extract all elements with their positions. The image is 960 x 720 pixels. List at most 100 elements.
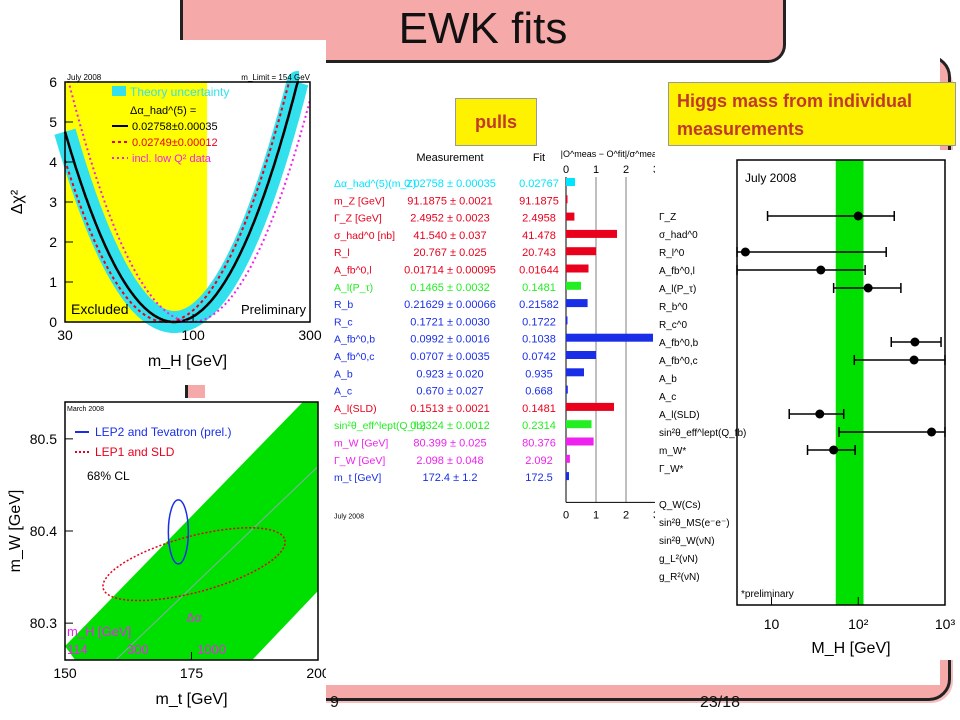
legend-entry: LEP1 and SLD [95, 445, 175, 459]
y-axis-label: m_W [GeV] [7, 490, 24, 573]
band-tick: 114 [67, 642, 88, 657]
header-pull: |O^meas − O^fit|/σ^meas [561, 149, 662, 159]
pulls-callout: pulls [455, 98, 537, 146]
pull-bar [566, 420, 592, 429]
row-measurement: 0.1513 ± 0.0021 [410, 403, 489, 415]
row-measurement: 0.01714 ± 0.00095 [404, 265, 496, 277]
ellipse-lep2-tevatron [167, 499, 190, 565]
row-label: σ_had^0 [659, 230, 698, 241]
x-tick-label: 150 [53, 665, 77, 681]
x-axis-label: m_t [GeV] [155, 691, 227, 708]
row-name: m_W [GeV] [334, 438, 388, 450]
band-label: m_H [GeV] [67, 624, 131, 639]
pull-bar [566, 247, 596, 256]
row-label: A_c [659, 392, 676, 403]
y-axis-label: Δχ² [9, 189, 26, 214]
row-fit: 0.21582 [519, 299, 559, 311]
fit-curve-low-error [64, 81, 291, 323]
y-tick-label: 1 [49, 274, 57, 290]
y-tick-label: 80.4 [30, 523, 57, 539]
row-fit: 0.2314 [522, 420, 556, 432]
data-point [863, 283, 873, 293]
row-label: Γ_Z [659, 212, 676, 223]
row-fit: 0.1481 [522, 282, 556, 294]
y-tick-label: 4 [49, 154, 57, 170]
row-measurement: 91.1875 ± 0.0021 [407, 195, 493, 207]
higgs-mass-chart: July 2008 Γ_Z σ_had^0 R_l^0 A_fb^0,l A_l(P_τ)… [655, 150, 955, 660]
row-label: g_L²(νN) [659, 554, 698, 565]
ellipse-lep1-sld [102, 527, 286, 602]
row-name: A_fb^0,b [334, 334, 375, 346]
row-fit: 2.092 [525, 455, 553, 467]
pull-bar [566, 212, 575, 221]
row-name: A_c [334, 386, 352, 398]
row-name: R_b [334, 299, 353, 311]
data-point [816, 265, 826, 275]
row-fit: 41.478 [522, 230, 556, 242]
data-point [740, 247, 750, 257]
row-fit: 20.743 [522, 247, 556, 259]
row-fit: 0.668 [525, 386, 553, 398]
row-measurement: 0.923 ± 0.020 [416, 368, 483, 380]
row-name: A_fb^0,c [334, 351, 375, 363]
legend-entry: LEP2 and Tevatron (prel.) [95, 425, 232, 439]
pull-bar [566, 437, 594, 446]
note-limit: m_Limit = 154 GeV [241, 73, 310, 82]
row-name: m_Z [GeV] [334, 195, 385, 207]
data-point [927, 427, 937, 437]
row-fit: 91.1875 [519, 195, 559, 207]
row-name: Γ_W [GeV] [334, 455, 385, 467]
row-measurement: 2.098 ± 0.048 [416, 455, 483, 467]
x-tick-label: 10² [848, 616, 869, 632]
legend-swatch-theory [112, 86, 126, 96]
row-label: R_c^0 [659, 320, 687, 331]
pull-bar [566, 385, 568, 394]
x-tick-label: 10 [764, 616, 780, 632]
delta-alpha-label: Δα [186, 610, 201, 624]
y-tick-label: 0 [49, 314, 57, 330]
row-measurement: 41.540 ± 0.037 [413, 230, 486, 242]
band-tick: 300 [127, 642, 149, 657]
row-measurement: 2.4952 ± 0.0023 [410, 213, 489, 225]
row-measurement: 0.2324 ± 0.0012 [410, 420, 489, 432]
date-note: July 2008 [334, 513, 364, 520]
pull-bar [566, 333, 653, 342]
row-name: R_l [334, 247, 350, 259]
band-tick: 1000 [197, 642, 226, 657]
row-name: A_l(SLD) [334, 403, 377, 415]
pull-bar [566, 368, 584, 377]
header-measurement: Measurement [416, 152, 483, 164]
row-label: m_W* [659, 446, 686, 457]
row-fit: 0.1481 [522, 403, 556, 415]
row-measurement: 0.0992 ± 0.0016 [410, 334, 489, 346]
pull-bar [566, 402, 614, 411]
footnote: *preliminary [741, 589, 794, 600]
row-name: sin²θ_eff^lept(Q_fb) [334, 420, 426, 432]
band-center-line [115, 466, 319, 661]
header-fit: Fit [533, 152, 545, 164]
row-fit: 172.5 [525, 472, 553, 484]
x-tick-label: 200 [306, 665, 326, 681]
legend-entry: incl. low Q² data [132, 153, 212, 165]
y-tick-label: 6 [49, 74, 57, 90]
excluded-label: Excluded [71, 301, 129, 317]
row-measurement: 0.21629 ± 0.00066 [404, 299, 496, 311]
note-date: March 2008 [67, 406, 104, 413]
x-tick-label: 100 [181, 327, 205, 343]
pull-tick-bottom: 1 [593, 509, 599, 521]
row-fit: 0.935 [525, 368, 553, 380]
x-tick-label: 175 [180, 665, 204, 681]
row-fit: 0.1038 [522, 334, 556, 346]
mw-mt-chart: 80.3 80.4 80.5 150 175 200 m_t [GeV] m_W [GeV] M… [0, 398, 326, 720]
x-tick-label: 10³ [935, 616, 955, 632]
row-label: sin²θ_W(νN) [659, 536, 715, 547]
pull-bar [566, 195, 568, 204]
row-fit: 2.4958 [522, 213, 556, 225]
row-measurement: 0.1721 ± 0.0030 [410, 316, 489, 328]
legend-theory: Theory uncertainty [130, 85, 229, 99]
legend-header: Δα_had^(5) = [130, 105, 196, 117]
row-measurement: 0.1465 ± 0.0032 [410, 282, 489, 294]
row-label: Q_W(Cs) [659, 500, 701, 511]
pull-tick-top: 2 [623, 164, 629, 176]
legend-cl: 68% CL [87, 469, 130, 483]
